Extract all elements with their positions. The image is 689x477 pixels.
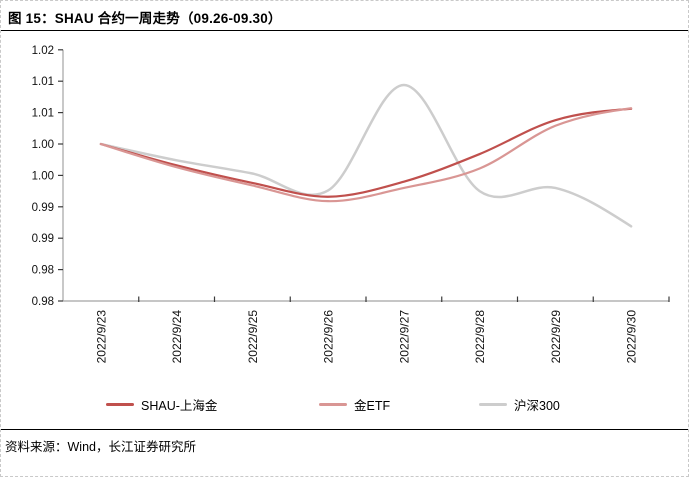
y-tick-label: 1.01	[32, 108, 54, 120]
x-tick-label: 2022/9/26	[322, 310, 336, 364]
x-tick-label: 2022/9/24	[170, 310, 184, 364]
legend-swatch-gold-etf	[319, 402, 347, 406]
source-note: 资料来源：Wind，长江证券研究所	[5, 440, 196, 454]
legend-item-csi300: 沪深300	[479, 396, 560, 413]
y-tick-label: 0.98	[32, 296, 54, 308]
y-tick-label: 1.01	[32, 76, 54, 88]
y-tick-label: 0.99	[32, 202, 54, 214]
legend-swatch-shau	[106, 402, 134, 406]
y-tick-label: 1.02	[32, 45, 54, 57]
x-tick-label: 2022/9/27	[397, 310, 411, 364]
legend-label-gold-etf: 金ETF	[354, 398, 391, 413]
x-tick-label: 2022/9/30	[625, 310, 639, 364]
footer-divider	[1, 429, 688, 430]
y-tick-label: 1.00	[32, 170, 54, 182]
legend-item-gold-etf: 金ETF	[319, 396, 391, 413]
legend-label-shau: SHAU-上海金	[141, 398, 218, 413]
legend-item-shau: SHAU-上海金	[106, 396, 218, 413]
x-tick-label: 2022/9/25	[246, 310, 260, 364]
title-divider	[1, 30, 688, 31]
y-tick-label: 1.00	[32, 139, 54, 151]
series-line-0	[99, 107, 633, 198]
x-tick-label: 2022/9/23	[94, 310, 108, 364]
x-tick-label: 2022/9/28	[473, 310, 487, 364]
series-line-1	[99, 107, 633, 203]
series-line-2	[99, 83, 633, 228]
legend-label-csi300: 沪深300	[514, 398, 560, 413]
y-tick-label: 0.99	[32, 233, 54, 245]
figure-title: 图 15：SHAU 合约一周走势（09.26-09.30）	[8, 11, 282, 26]
y-tick-label: 0.98	[32, 265, 54, 277]
legend-swatch-csi300	[479, 402, 507, 406]
x-tick-label: 2022/9/29	[549, 310, 563, 364]
